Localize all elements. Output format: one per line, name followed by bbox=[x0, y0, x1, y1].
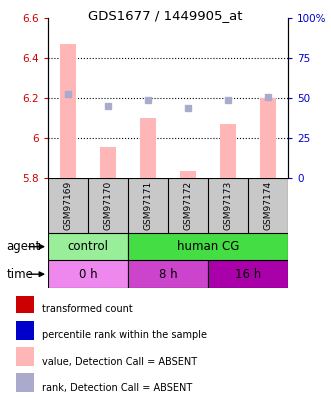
Bar bbox=[208, 260, 288, 288]
Bar bbox=[140, 118, 156, 178]
Text: percentile rank within the sample: percentile rank within the sample bbox=[42, 330, 207, 341]
Bar bbox=[60, 44, 76, 178]
Bar bbox=[220, 124, 236, 178]
Bar bbox=[16, 373, 34, 392]
Text: rank, Detection Call = ABSENT: rank, Detection Call = ABSENT bbox=[42, 383, 192, 393]
Text: value, Detection Call = ABSENT: value, Detection Call = ABSENT bbox=[42, 357, 197, 367]
Text: transformed count: transformed count bbox=[42, 304, 132, 314]
Bar bbox=[48, 233, 128, 260]
Bar bbox=[260, 98, 276, 178]
Bar bbox=[16, 347, 34, 366]
Bar bbox=[180, 171, 196, 178]
Bar bbox=[16, 321, 34, 340]
Text: GSM97170: GSM97170 bbox=[104, 181, 113, 230]
Text: GDS1677 / 1449905_at: GDS1677 / 1449905_at bbox=[88, 9, 243, 22]
Text: 8 h: 8 h bbox=[159, 268, 177, 281]
Bar bbox=[16, 295, 34, 313]
Text: GSM97174: GSM97174 bbox=[263, 181, 272, 230]
Text: 16 h: 16 h bbox=[235, 268, 261, 281]
Text: GSM97173: GSM97173 bbox=[223, 181, 232, 230]
Bar bbox=[128, 260, 208, 288]
Bar bbox=[48, 260, 128, 288]
Text: GSM97169: GSM97169 bbox=[64, 181, 72, 230]
Text: 0 h: 0 h bbox=[79, 268, 97, 281]
Text: control: control bbox=[68, 240, 109, 253]
Text: GSM97172: GSM97172 bbox=[183, 181, 193, 230]
Text: agent: agent bbox=[7, 240, 41, 253]
Bar bbox=[128, 233, 288, 260]
Text: time: time bbox=[7, 268, 33, 281]
Bar bbox=[100, 147, 116, 178]
Text: GSM97171: GSM97171 bbox=[143, 181, 153, 230]
Text: human CG: human CG bbox=[177, 240, 239, 253]
